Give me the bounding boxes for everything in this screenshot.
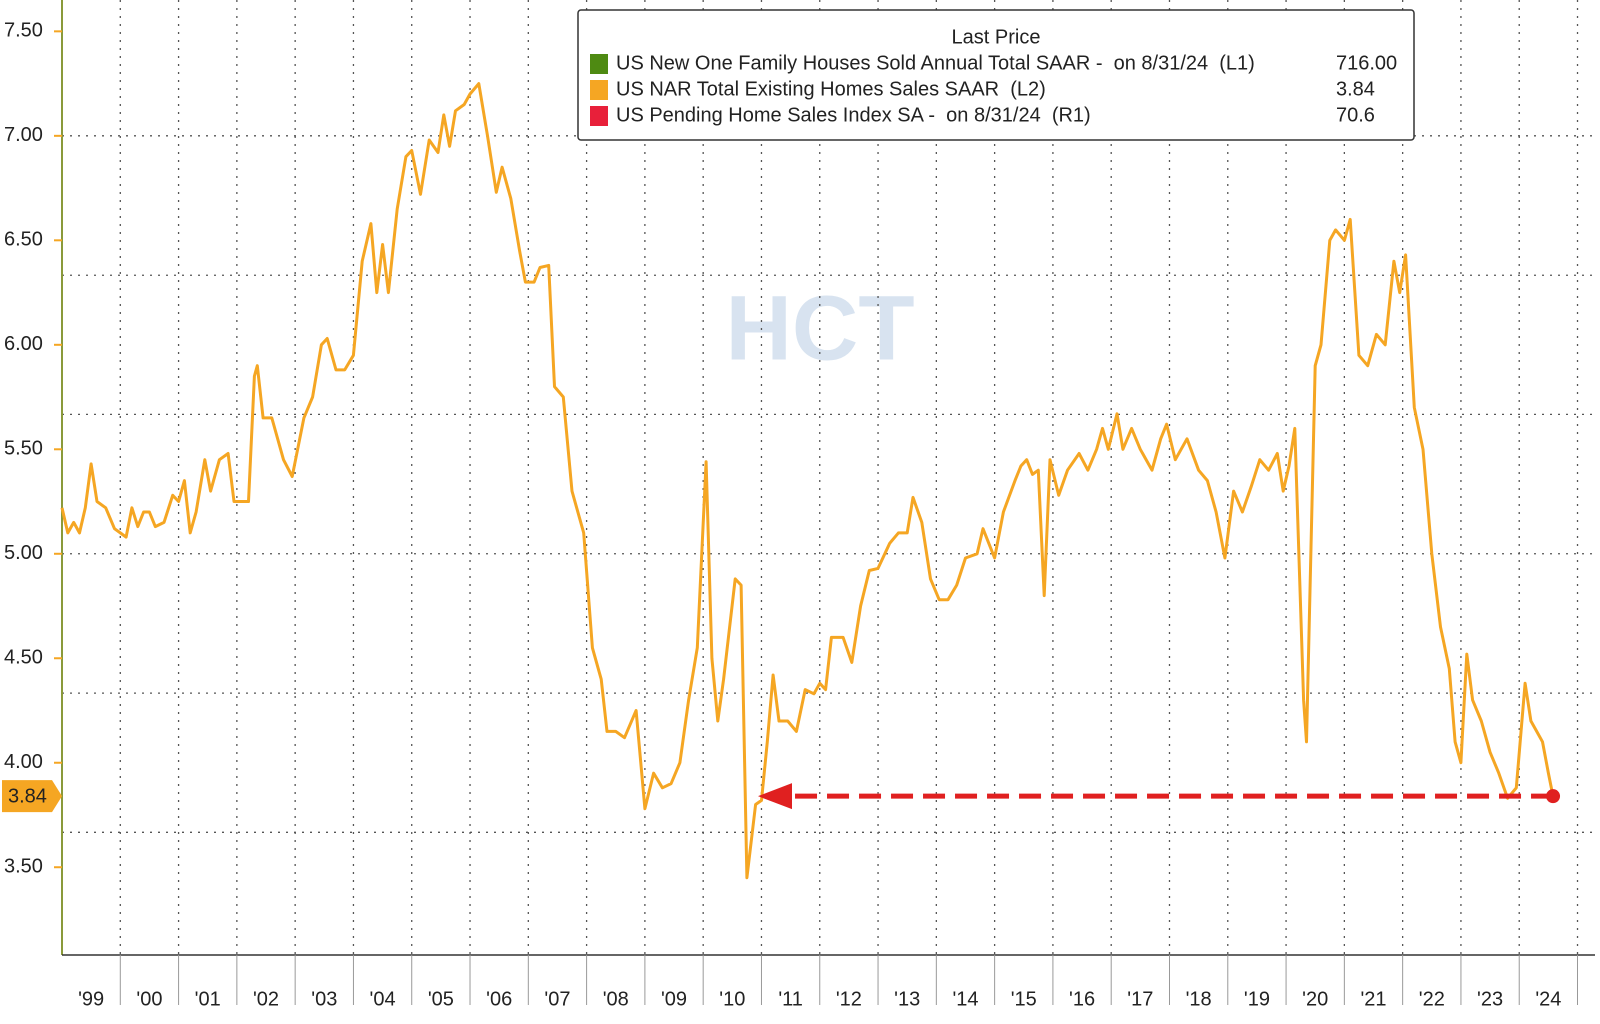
x-tick-label: '20: [1302, 988, 1328, 1010]
y-tick-label: 4.00: [4, 751, 43, 773]
x-tick-label: '17: [1127, 988, 1153, 1010]
legend-value: 716.00: [1336, 52, 1397, 74]
legend-label: US New One Family Houses Sold Annual Tot…: [616, 52, 1255, 74]
legend-value: 3.84: [1336, 78, 1375, 100]
x-tick-label: '09: [661, 988, 687, 1010]
legend-label: US Pending Home Sales Index SA - on 8/31…: [616, 104, 1091, 126]
legend-title: Last Price: [952, 26, 1041, 48]
legend-swatch: [590, 80, 608, 100]
legend-box: [577, 9, 1415, 141]
x-tick-label: '14: [952, 988, 978, 1010]
legend: Last Price US New One Family Houses Sold…: [577, 9, 1415, 141]
x-tick-label: '03: [311, 988, 337, 1010]
series-line: [60, 82, 1555, 880]
x-tick-label: '12: [836, 988, 862, 1010]
annotation-arrowhead: [758, 783, 792, 810]
legend-label: US NAR Total Existing Homes Sales SAAR (…: [616, 78, 1046, 100]
x-tick-label: '22: [1419, 988, 1445, 1010]
x-tick-label: '99: [78, 988, 104, 1010]
x-tick-label: '21: [1360, 988, 1386, 1010]
x-tick-label: '04: [370, 988, 396, 1010]
y-tick-label: 7.00: [4, 124, 43, 146]
x-tick-label: '24: [1535, 988, 1561, 1010]
x-tick-label: '01: [195, 988, 221, 1010]
x-tick-label: '23: [1477, 988, 1503, 1010]
y-tick-label: 6.00: [4, 333, 43, 355]
x-tick-label: '11: [778, 988, 803, 1010]
last-price-label: 3.84: [8, 785, 47, 807]
y-tick-label: 3.50: [4, 856, 43, 878]
x-tick-label: '00: [136, 988, 162, 1010]
y-tick-label: 5.00: [4, 542, 43, 564]
last-price-badge: [2, 780, 62, 813]
x-tick-label: '15: [1011, 988, 1037, 1010]
legend-value: 70.6: [1336, 104, 1375, 126]
x-tick-label: '13: [894, 988, 920, 1010]
x-tick-label: '06: [486, 988, 512, 1010]
y-tick-label: 7.50: [4, 20, 43, 42]
y-tick-label: 5.50: [4, 438, 43, 460]
x-tick-label: '08: [603, 988, 629, 1010]
y-tick-label: 4.50: [4, 647, 43, 669]
x-tick-label: '16: [1069, 988, 1095, 1010]
y-tick-label: 6.50: [4, 229, 43, 251]
x-tick-label: '18: [1186, 988, 1212, 1010]
x-tick-label: '07: [544, 988, 570, 1010]
x-tick-label: '02: [253, 988, 279, 1010]
legend-swatch: [590, 106, 608, 126]
last-point: [1546, 789, 1561, 804]
x-tick-label: '05: [428, 988, 454, 1010]
legend-swatch: [590, 54, 608, 74]
x-tick-label: '10: [719, 988, 745, 1010]
x-tick-label: '19: [1244, 988, 1270, 1010]
